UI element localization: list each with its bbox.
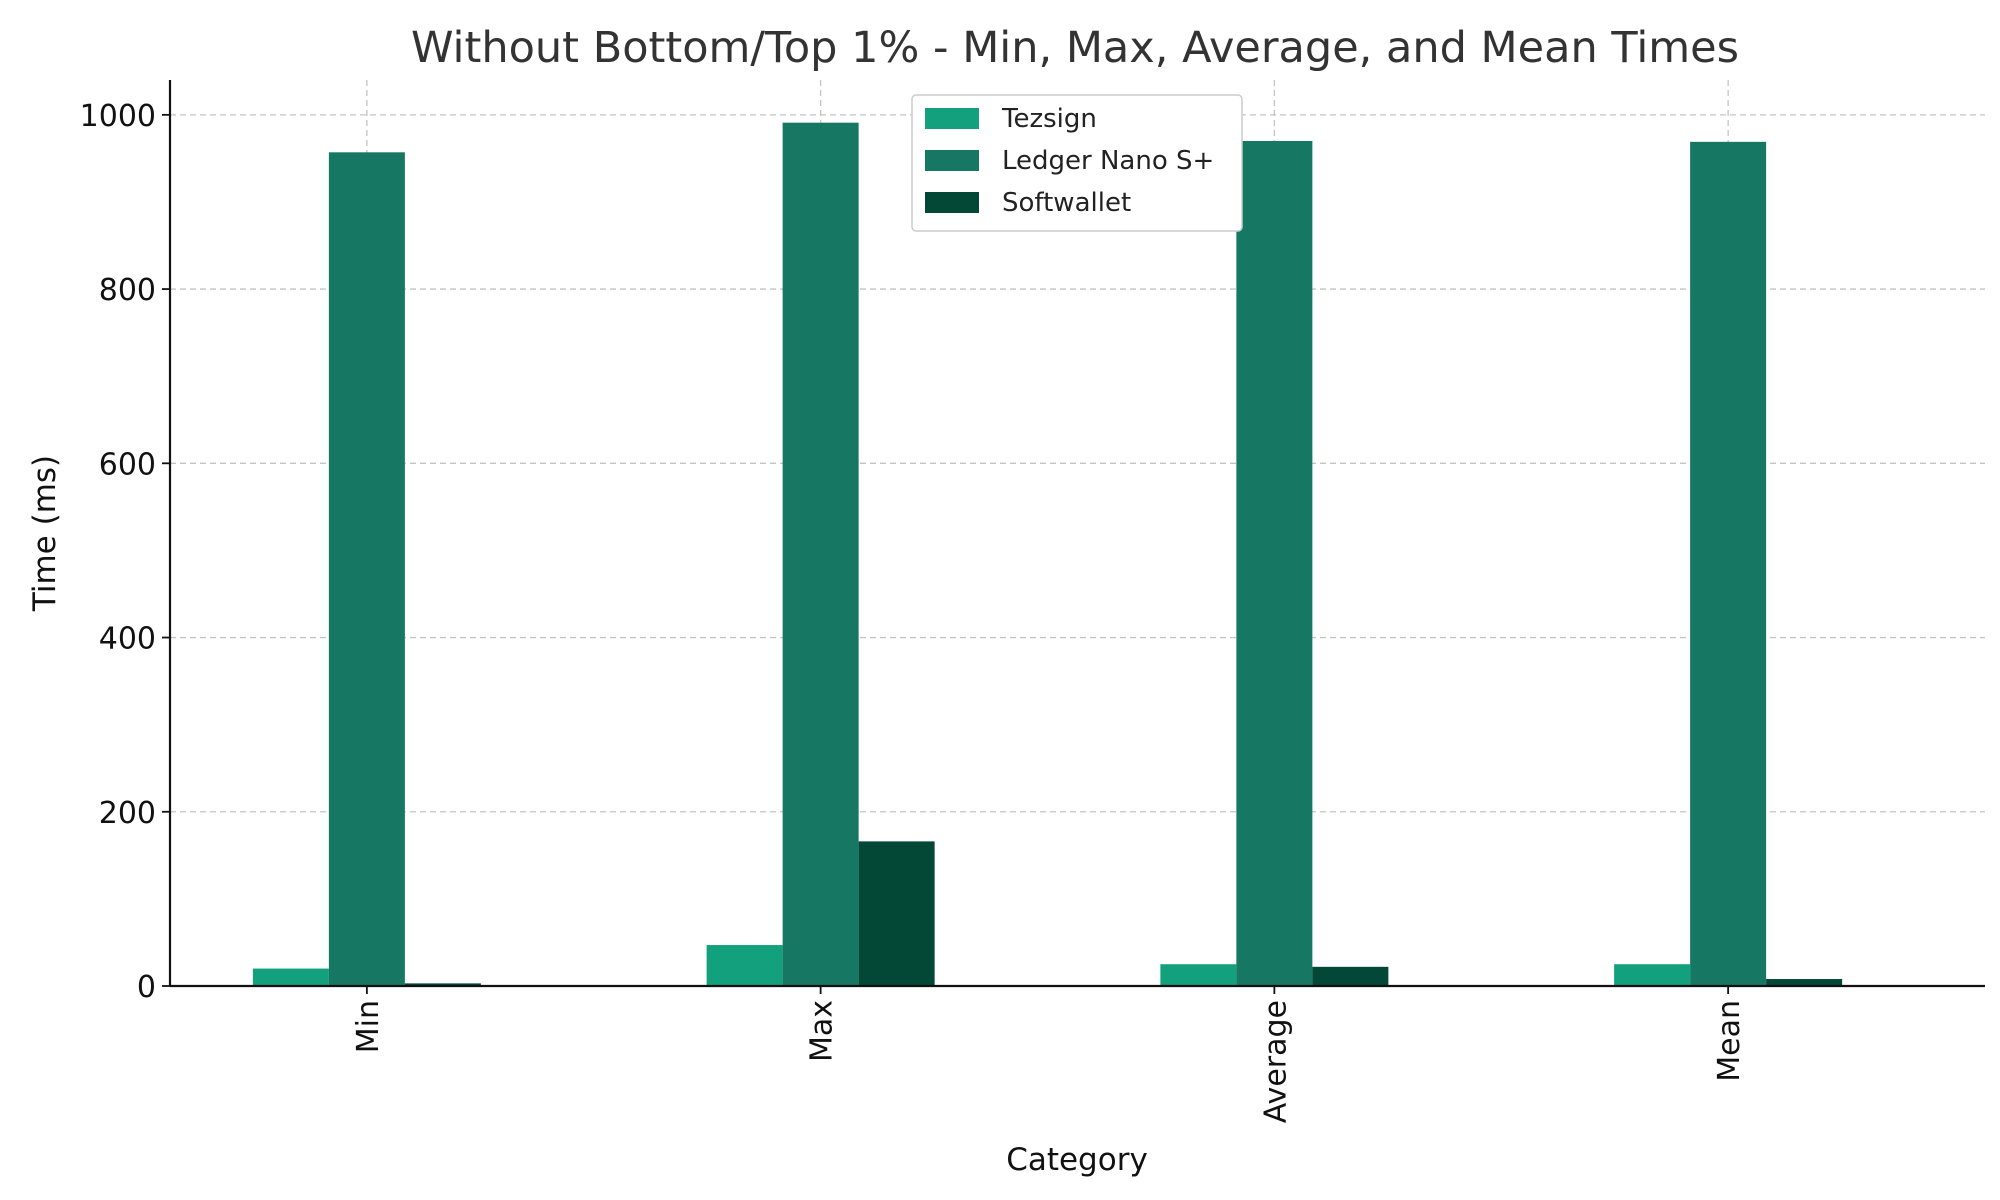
bar-softwallet-average	[1312, 966, 1389, 986]
legend-swatch	[925, 108, 979, 129]
x-tick-label: Max	[805, 1000, 840, 1062]
ticks: 0 200 400 600 800 1000 Min Max Average Mean	[80, 99, 1747, 1123]
axes	[168, 80, 1985, 988]
bar-softwallet-max	[858, 841, 935, 986]
bar-tezsign-average	[1160, 964, 1237, 986]
x-tick-label: Average	[1258, 1000, 1293, 1123]
y-tick-label: 800	[99, 273, 156, 308]
bar-softwallet-min	[404, 983, 481, 986]
x-tick-label: Min	[351, 1000, 386, 1053]
bar-ledger-nano-s-average	[1236, 140, 1313, 986]
bar-tezsign-min	[252, 968, 329, 986]
bar-ledger-nano-s-mean	[1690, 141, 1767, 986]
legend-label: Tezsign	[1001, 104, 1097, 134]
legend-label: Softwallet	[1002, 188, 1131, 218]
y-tick-label: 600	[99, 447, 156, 482]
legend-swatch	[925, 150, 979, 171]
y-tick-label: 200	[99, 796, 156, 831]
x-axis-label: Category	[1006, 1142, 1148, 1178]
legend-label: Ledger Nano S+	[1002, 146, 1214, 176]
bar-ledger-nano-s-min	[328, 152, 405, 986]
bar-tezsign-max	[706, 945, 783, 986]
legend-swatch	[925, 192, 979, 213]
bar-softwallet-mean	[1766, 979, 1843, 986]
legend-frame	[911, 94, 1243, 232]
chart-title: Without Bottom/Top 1% - Min, Max, Averag…	[411, 23, 1739, 73]
x-tick-label: Mean	[1712, 1000, 1747, 1082]
y-axis-label: Time (ms)	[27, 455, 63, 612]
y-tick-label: 1000	[80, 99, 156, 134]
bar-ledger-nano-s-max	[782, 122, 859, 987]
legend: Tezsign Ledger Nano S+ Softwallet	[911, 94, 1243, 232]
y-tick-label: 0	[137, 970, 156, 1005]
bars	[252, 122, 1843, 987]
y-tick-label: 400	[99, 622, 156, 657]
bar-tezsign-mean	[1614, 964, 1691, 986]
